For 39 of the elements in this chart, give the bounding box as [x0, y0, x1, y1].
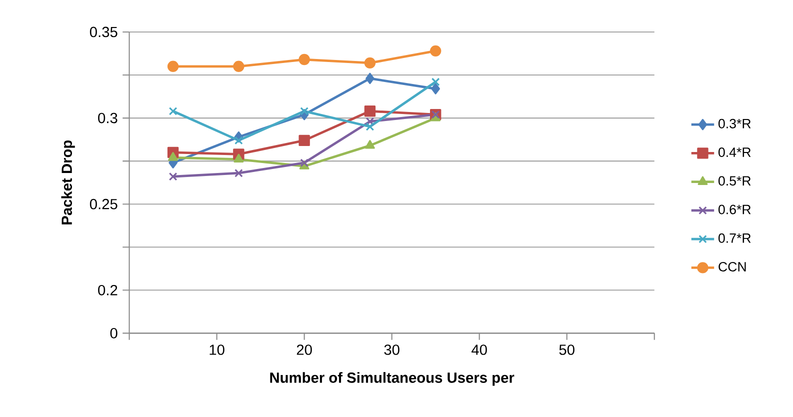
point — [168, 106, 178, 116]
point — [300, 158, 309, 167]
y-tick-label: 0.2 — [98, 284, 118, 296]
point — [233, 60, 244, 72]
y-tick-label: 0 — [110, 328, 118, 338]
point — [168, 152, 178, 161]
x-tick-label: 40 — [472, 344, 487, 355]
point — [234, 136, 243, 145]
point — [431, 83, 440, 94]
y-tick-label: 0.25 — [90, 198, 118, 210]
legend-label: 0.4*R — [718, 147, 751, 157]
point — [364, 57, 376, 68]
x-tick-label: 10 — [210, 344, 224, 355]
point — [234, 154, 244, 162]
x-tick-label: 50 — [559, 344, 574, 355]
legend-label: CCN — [718, 262, 746, 272]
point — [167, 60, 179, 72]
point — [365, 140, 375, 149]
point — [168, 172, 178, 181]
x-axis-title: Number of Simultaneous Users per — [270, 372, 514, 386]
point — [366, 117, 374, 126]
point — [300, 106, 309, 116]
point — [298, 134, 310, 146]
point — [364, 105, 376, 117]
legend-label: 0.3*R — [718, 118, 751, 128]
y-tick-label: 0.35 — [90, 26, 118, 38]
point — [430, 45, 442, 56]
y-axis-title: Packet Drop — [61, 140, 75, 224]
legend-label: 0.5*R — [718, 176, 751, 186]
legend-label: 0.6*R — [718, 204, 751, 214]
x-tick-label: 30 — [384, 344, 400, 355]
point — [431, 78, 440, 86]
point — [298, 54, 310, 66]
point — [366, 72, 374, 84]
y-tick-label: 0.3 — [98, 112, 118, 124]
x-tick-label: 20 — [296, 344, 312, 355]
point — [366, 122, 374, 131]
legend-label: 0.7*R — [718, 233, 751, 243]
point — [234, 168, 243, 178]
